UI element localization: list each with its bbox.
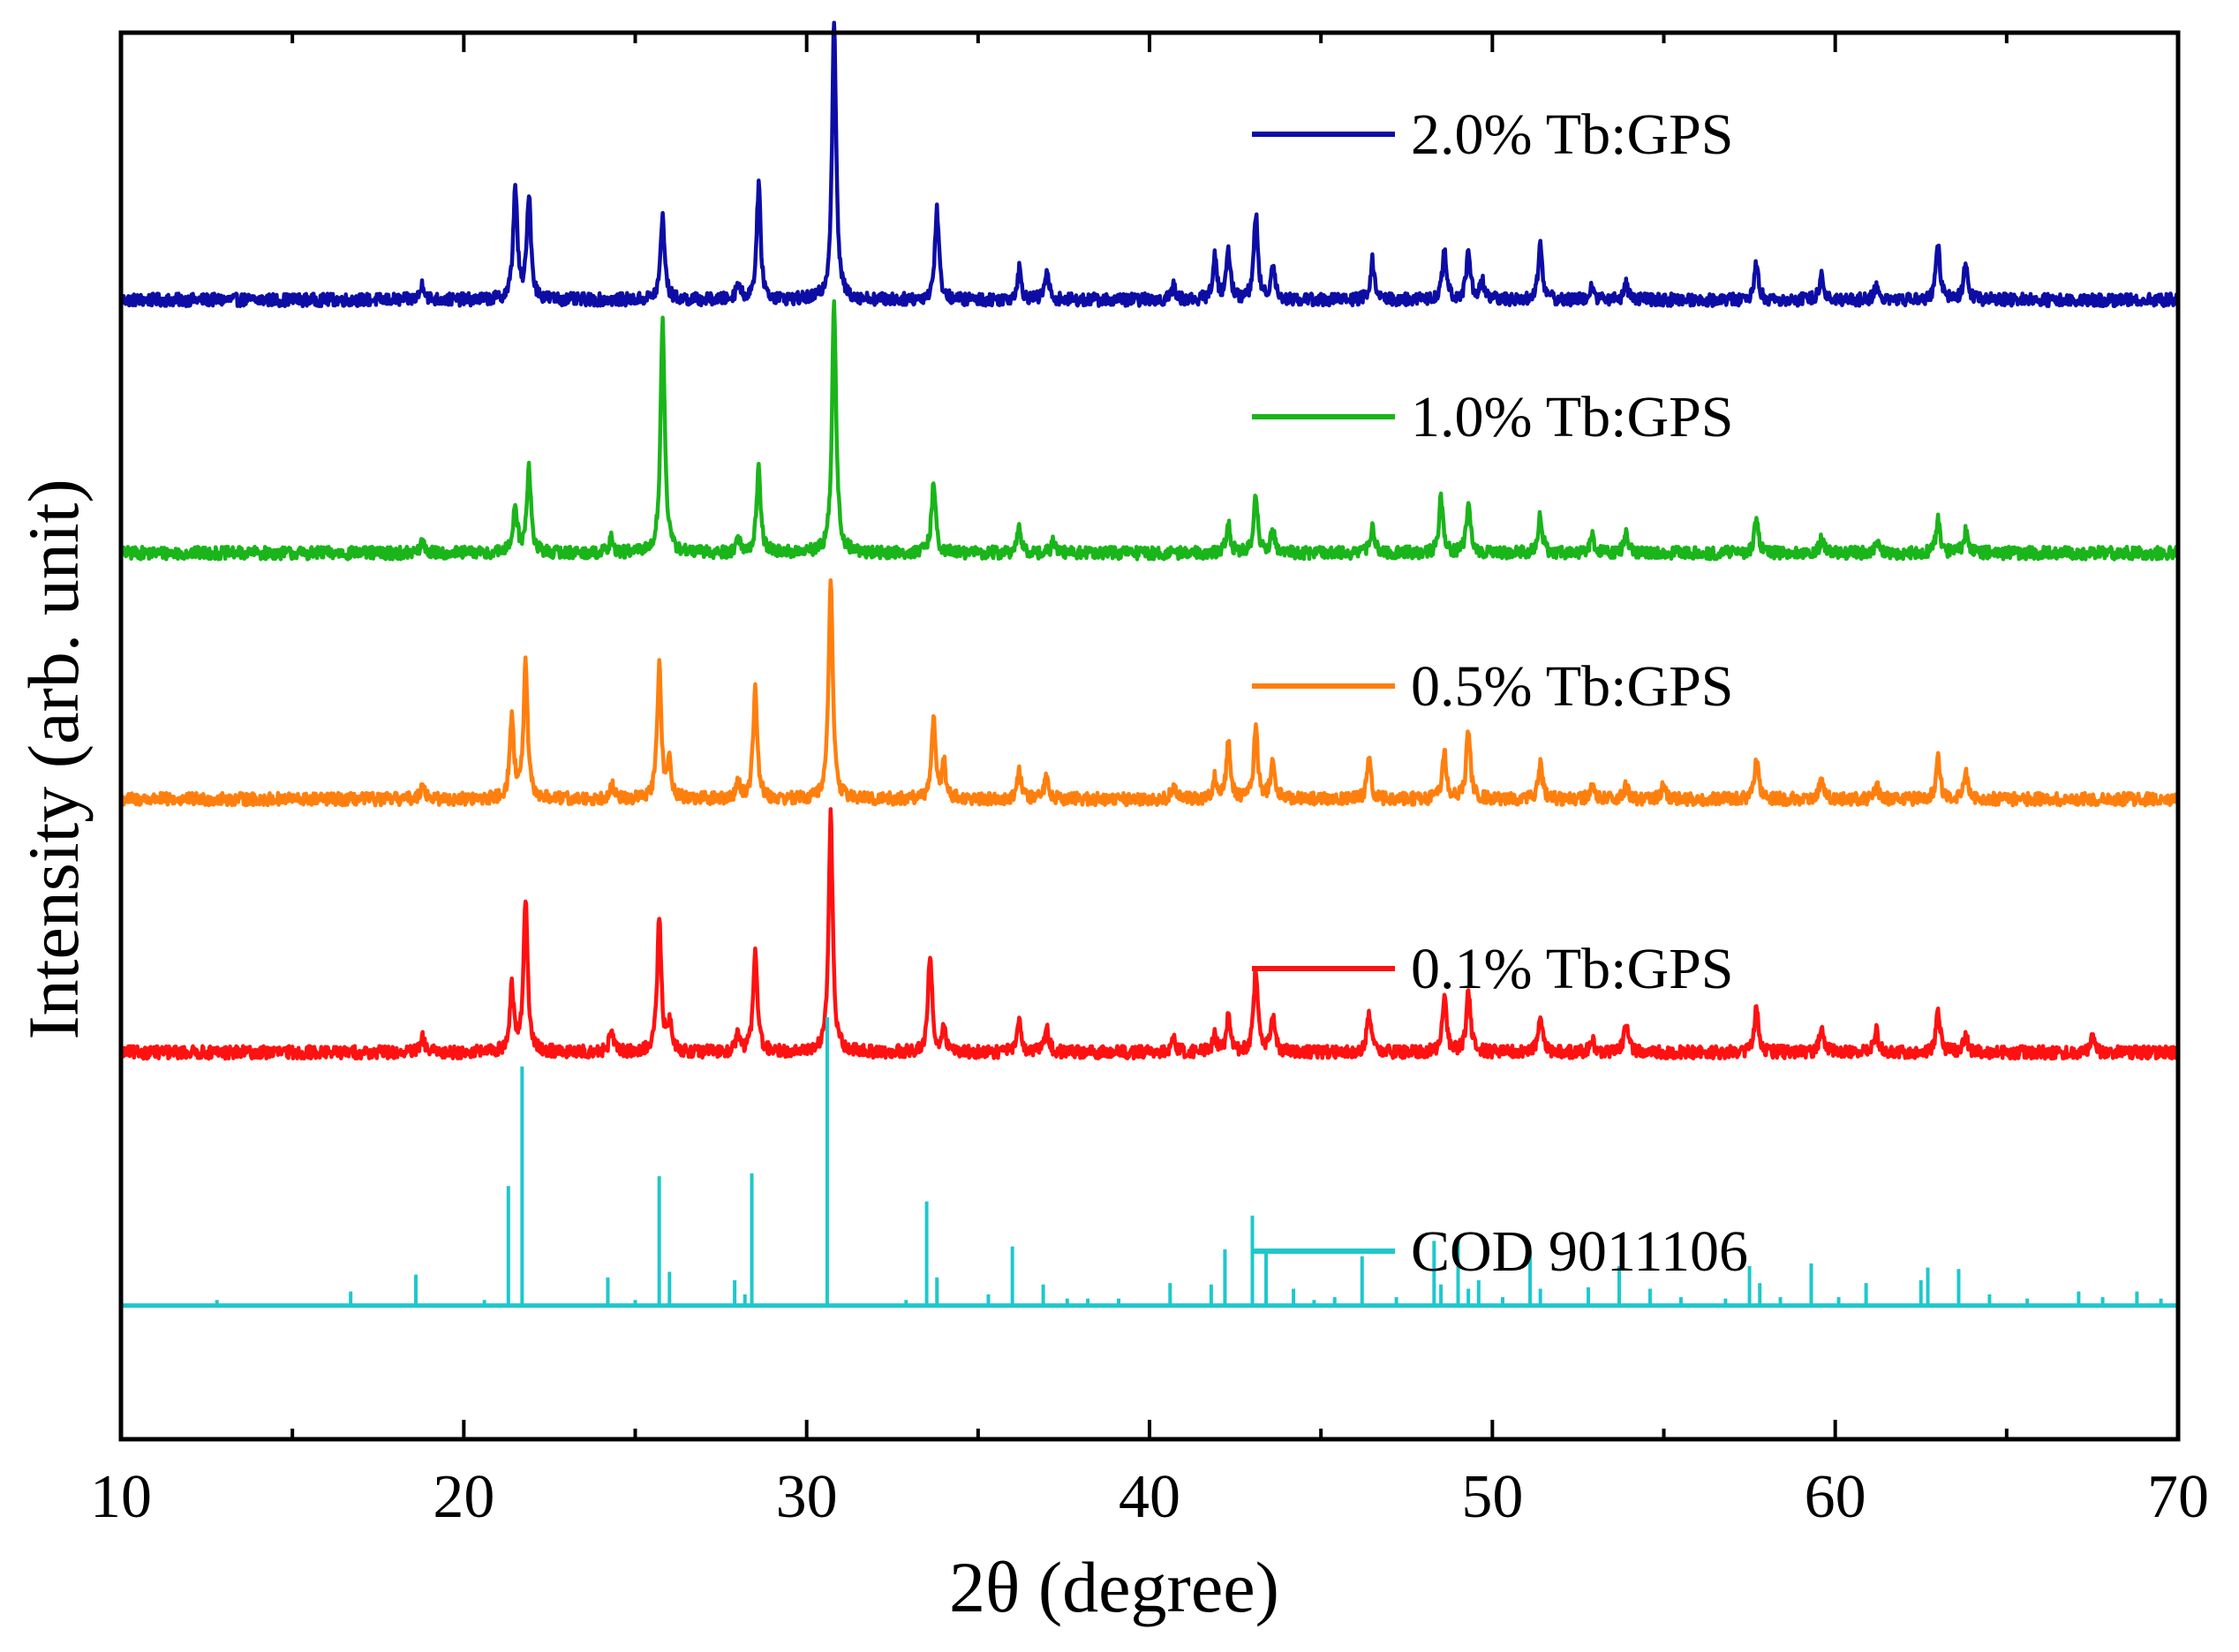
axes: 10 20 30 40 50 60 70 xyxy=(90,30,2209,1531)
x-tick-label: 50 xyxy=(1461,1463,1523,1531)
legend-label: 2.0% Tb:GPS xyxy=(1411,102,1734,167)
legend-label: 1.0% Tb:GPS xyxy=(1411,385,1734,449)
series-cod-9011106 xyxy=(121,1017,2178,1309)
x-axis-title: 2θ (degree) xyxy=(949,1547,1279,1627)
legend-label: 0.1% Tb:GPS xyxy=(1411,937,1734,1001)
x-tick-label: 40 xyxy=(1119,1463,1180,1531)
x-tick-label: 70 xyxy=(2147,1463,2209,1531)
x-tick-label: 30 xyxy=(776,1463,838,1531)
legend: 2.0% Tb:GPS 1.0% Tb:GPS 0.5% Tb:GPS 0.1% Tb… xyxy=(1252,102,1748,1284)
legend-item: 2.0% Tb:GPS xyxy=(1252,102,1734,167)
legend-item: COD 9011106 xyxy=(1252,1219,1748,1284)
legend-item: 0.5% Tb:GPS xyxy=(1252,654,1734,719)
series-line xyxy=(119,577,2181,808)
legend-item: 1.0% Tb:GPS xyxy=(1252,385,1734,449)
series-1-0-tb-gps xyxy=(118,298,2181,562)
series-0-5-tb-gps xyxy=(119,577,2181,808)
series-0-1-tb-gps xyxy=(118,807,2181,1061)
legend-label: 0.5% Tb:GPS xyxy=(1411,654,1734,719)
series-2-0-tb-gps xyxy=(118,20,2181,309)
series-line xyxy=(118,298,2181,562)
legend-item: 0.1% Tb:GPS xyxy=(1252,937,1734,1001)
series-line xyxy=(118,807,2181,1061)
y-axis-title: Intensity (arb. unit) xyxy=(13,479,94,1039)
series-layer xyxy=(118,20,2181,1309)
x-tick-label: 20 xyxy=(433,1463,494,1531)
legend-label: COD 9011106 xyxy=(1411,1219,1748,1284)
x-tick-label: 60 xyxy=(1805,1463,1866,1531)
x-tick-label: 10 xyxy=(90,1463,152,1531)
series-line xyxy=(118,20,2181,309)
